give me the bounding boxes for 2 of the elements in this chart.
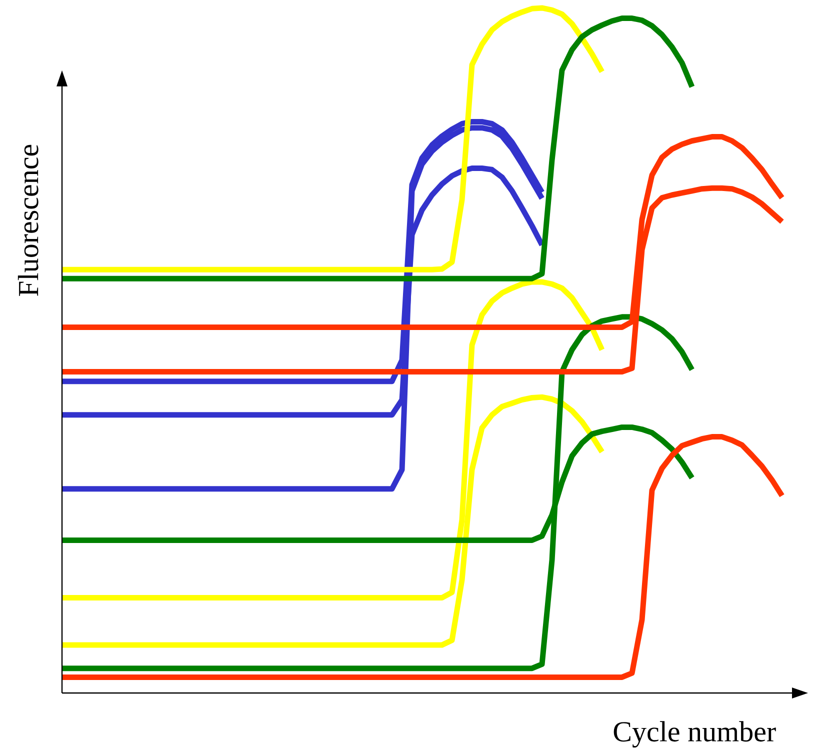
x-axis-title: Cycle number [614,721,776,748]
y-axis-title: Fluorescence [18,144,38,296]
